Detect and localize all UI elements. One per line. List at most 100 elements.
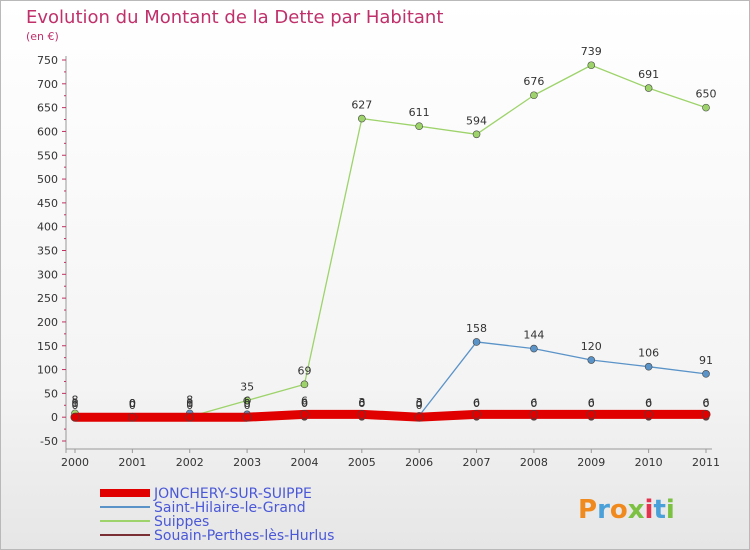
legend-label: JONCHERY-SUR-SUIPPE (153, 486, 312, 502)
y-tick-label: 500 (37, 173, 58, 186)
y-tick-label: 400 (37, 221, 58, 234)
data-label: 0 (301, 397, 308, 410)
data-label: 0 (244, 399, 251, 412)
series-lines (70, 61, 711, 422)
data-label: 6 (301, 394, 308, 407)
data-label: 91 (699, 354, 713, 367)
data-point (185, 412, 195, 422)
y-tick-label: 0 (51, 411, 58, 424)
x-tick-label: 2001 (118, 456, 146, 469)
data-point (243, 396, 251, 405)
data-label: 0 (129, 397, 136, 410)
x-tick-label: 2006 (405, 456, 433, 469)
data-point (357, 410, 367, 419)
data-label: 0 (703, 397, 710, 410)
data-point (472, 338, 481, 346)
series-line (74, 64, 707, 418)
legend-label: Suippes (154, 514, 209, 530)
data-point (242, 412, 252, 422)
data-label: 0 (244, 397, 251, 410)
data-point (644, 84, 653, 92)
y-tick-label: 700 (37, 78, 58, 91)
x-tick-label: 2005 (348, 456, 376, 469)
data-label: 0 (129, 397, 136, 410)
data-label: 6 (473, 396, 480, 409)
data-label: 739 (581, 45, 602, 58)
x-tick-label: 2009 (577, 456, 605, 469)
y-tick-label: 350 (37, 245, 58, 258)
chart-title: Evolution du Montant de la Dette par Hab… (26, 7, 443, 28)
data-point (529, 410, 539, 419)
y-tick-label: 450 (37, 197, 58, 210)
data-label: 69 (297, 364, 311, 377)
proxiti-logo: Proxiti (578, 495, 675, 525)
data-label: 6 (530, 396, 537, 409)
data-point (644, 362, 653, 371)
data-point (70, 412, 80, 422)
data-label: 6 (703, 396, 710, 409)
data-point (644, 410, 653, 419)
data-label: 611 (409, 106, 430, 119)
data-point (587, 61, 596, 70)
data-label: 0 (186, 399, 193, 412)
data-label: 6 (301, 396, 308, 409)
data-point (358, 114, 366, 123)
data-label: 691 (638, 68, 659, 81)
data-label: 144 (523, 329, 544, 342)
data-label: 0 (416, 399, 423, 412)
data-label: 594 (466, 114, 487, 127)
data-label: 106 (638, 347, 659, 360)
chart-axes: -500501001502002503003504004505005506006… (37, 54, 720, 469)
data-label: 676 (523, 75, 544, 88)
data-point (530, 344, 538, 353)
y-tick-label: 200 (37, 316, 58, 329)
chart-subtitle: (en €) (26, 30, 59, 43)
data-label: 627 (351, 99, 372, 112)
y-tick-label: 750 (37, 54, 58, 67)
y-tick-label: 600 (37, 125, 58, 138)
data-label: 3 (416, 396, 423, 409)
data-point (701, 410, 711, 419)
data-label: 650 (696, 88, 717, 101)
data-label: 6 (588, 396, 595, 409)
data-label: 6 (358, 396, 365, 409)
y-tick-label: 650 (37, 102, 58, 115)
y-tick-label: 300 (37, 268, 58, 281)
x-tick-label: 2004 (290, 456, 318, 469)
y-tick-label: 150 (37, 340, 58, 353)
data-label: 6 (244, 394, 251, 407)
data-label: 0 (358, 397, 365, 410)
data-label: 158 (466, 322, 487, 335)
data-label: 8 (186, 393, 193, 406)
y-tick-label: 250 (37, 292, 58, 305)
x-tick-label: 2007 (463, 456, 491, 469)
y-tick-label: 550 (37, 149, 58, 162)
data-point (472, 410, 481, 419)
legend: JONCHERY-SUR-SUIPPESaint-Hilaire-le-Gran… (100, 486, 334, 544)
data-point (702, 370, 710, 378)
data-label: 0 (416, 397, 423, 410)
data-point (472, 130, 481, 139)
data-label: 0 (72, 399, 79, 412)
data-point (586, 410, 596, 419)
data-label: 3 (358, 396, 365, 409)
data-label: 0 (530, 397, 537, 410)
data-point (587, 356, 596, 364)
data-label: 0 (72, 397, 79, 410)
legend-label: Saint-Hilaire-le-Grand (154, 500, 306, 516)
data-point (128, 412, 137, 422)
x-tick-label: 2000 (61, 456, 89, 469)
y-tick-label: 50 (44, 387, 58, 400)
data-label: 8 (72, 393, 79, 406)
data-point (530, 91, 538, 100)
data-label: 120 (581, 340, 602, 353)
y-tick-label: -50 (40, 435, 58, 448)
data-label: 0 (588, 397, 595, 410)
data-label: 0 (186, 397, 193, 410)
y-tick-label: 100 (37, 364, 58, 377)
legend-label: Souain-Perthes-lès-Hurlus (154, 528, 334, 544)
data-point (702, 103, 710, 112)
